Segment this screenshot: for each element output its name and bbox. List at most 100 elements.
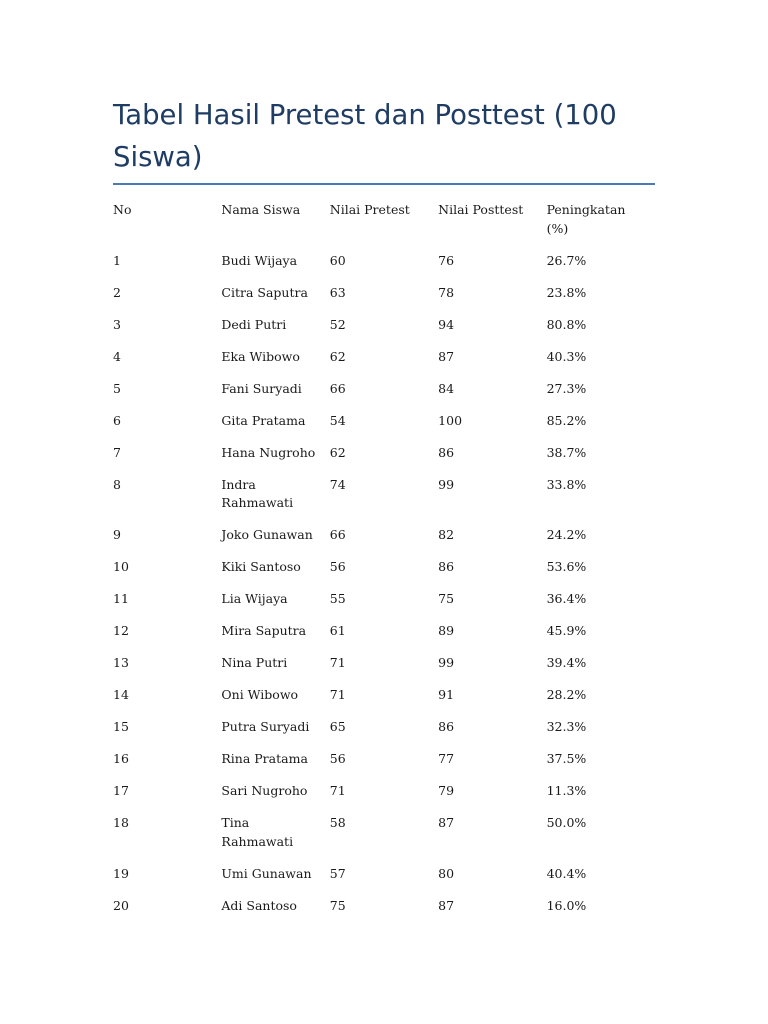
cell-no: 8 [113, 476, 121, 492]
cell-nama-siswa: Rina Pratama [221, 751, 308, 766]
table-row: 18 Tina Rahmawati 58 87 50.0% [113, 814, 655, 865]
cell-nilai-pretest: 71 [329, 687, 346, 702]
cell-nama-siswa: Citra Saputra [221, 284, 308, 300]
cell-peningkatan: 53.6% [546, 559, 587, 574]
cell-nama-siswa: Indra Rahmawati [221, 476, 294, 511]
cell-nilai-pretest: 61 [329, 623, 346, 638]
cell-peningkatan: 45.9% [546, 623, 587, 638]
header-nilai-posttest: Nilai Posttest [438, 202, 524, 217]
cell-nilai-posttest: 76 [438, 252, 455, 268]
cell-peningkatan: 38.7% [546, 444, 587, 460]
cell-nilai-pretest: 71 [329, 655, 346, 670]
cell-nama-siswa: Umi Gunawan [221, 865, 312, 881]
table-row: 19 Umi Gunawan 57 80 40.4% [113, 865, 655, 897]
cell-no: 6 [113, 412, 121, 428]
cell-nilai-posttest: 94 [438, 316, 455, 332]
cell-no: 1 [113, 252, 121, 268]
cell-no: 19 [113, 865, 129, 881]
cell-no: 15 [113, 719, 129, 734]
table-row: 8 Indra Rahmawati 74 99 33.8% [113, 476, 655, 527]
table-row: 6 Gita Pratama 54 100 85.2% [113, 412, 655, 444]
table-row: 7 Hana Nugroho 62 86 38.7% [113, 444, 655, 476]
cell-nilai-pretest: 57 [329, 865, 346, 881]
cell-no: 5 [113, 380, 121, 396]
cell-nilai-posttest: 86 [438, 559, 455, 574]
cell-nama-siswa: Putra Suryadi [221, 719, 310, 734]
cell-no: 20 [113, 897, 129, 913]
cell-peningkatan: 33.8% [546, 476, 587, 492]
cell-nama-siswa: Hana Nugroho [221, 444, 316, 460]
cell-no: 10 [113, 559, 129, 574]
cell-nilai-pretest: 66 [329, 380, 346, 396]
cell-nama-siswa: Eka Wibowo [221, 348, 300, 364]
cell-nilai-posttest: 84 [438, 380, 455, 396]
cell-no: 18 [113, 815, 129, 830]
cell-no: 14 [113, 687, 129, 702]
cell-nilai-pretest: 66 [329, 527, 346, 542]
cell-nama-siswa: Oni Wibowo [221, 687, 299, 702]
header-nilai-pretest: Nilai Pretest [329, 202, 410, 217]
table-row: 15 Putra Suryadi 65 86 32.3% [113, 718, 655, 750]
cell-nilai-pretest: 62 [329, 348, 346, 364]
cell-peningkatan: 85.2% [546, 412, 587, 428]
cell-nama-siswa: Nina Putri [221, 655, 288, 670]
table-row: 20 Adi Santoso 75 87 16.0% [113, 897, 655, 929]
cell-nama-siswa: Fani Suryadi [221, 380, 302, 396]
cell-peningkatan: 27.3% [546, 380, 587, 396]
cell-peningkatan: 26.7% [546, 252, 587, 268]
cell-nilai-posttest: 99 [438, 476, 455, 492]
table-row: 11 Lia Wijaya 55 75 36.4% [113, 590, 655, 622]
cell-peningkatan: 23.8% [546, 284, 587, 300]
cell-nama-siswa: Sari Nugroho [221, 783, 308, 798]
cell-nilai-posttest: 91 [438, 687, 455, 702]
table-row: 3 Dedi Putri 52 94 80.8% [113, 316, 655, 348]
cell-peningkatan: 40.3% [546, 348, 587, 364]
cell-nilai-posttest: 77 [438, 751, 455, 766]
cell-nilai-pretest: 74 [329, 476, 346, 492]
table-row: 12 Mira Saputra 61 89 45.9% [113, 622, 655, 654]
cell-nilai-posttest: 86 [438, 444, 455, 460]
cell-peningkatan: 39.4% [546, 655, 587, 670]
cell-nilai-posttest: 87 [438, 348, 455, 364]
cell-nama-siswa: Gita Pratama [221, 412, 306, 428]
cell-nilai-posttest: 79 [438, 783, 455, 798]
cell-nama-siswa: Joko Gunawan [221, 527, 313, 542]
cell-peningkatan: 37.5% [546, 751, 587, 766]
cell-no: 4 [113, 348, 121, 364]
table-row: 17 Sari Nugroho 71 79 11.3% [113, 782, 655, 814]
cell-nilai-posttest: 89 [438, 623, 455, 638]
cell-nilai-posttest: 75 [438, 591, 455, 606]
cell-nama-siswa: Dedi Putri [221, 316, 287, 332]
cell-nilai-posttest: 87 [438, 815, 455, 830]
cell-peningkatan: 16.0% [546, 897, 587, 913]
cell-nilai-posttest: 86 [438, 719, 455, 734]
table-row: 1 Budi Wijaya 60 76 26.7% [113, 252, 655, 284]
table-row: 2 Citra Saputra 63 78 23.8% [113, 284, 655, 316]
cell-peningkatan: 28.2% [546, 687, 587, 702]
cell-nilai-posttest: 80 [438, 865, 455, 881]
cell-no: 13 [113, 655, 129, 670]
cell-nilai-pretest: 75 [329, 897, 346, 913]
table-row: 5 Fani Suryadi 66 84 27.3% [113, 380, 655, 412]
cell-nilai-pretest: 65 [329, 719, 346, 734]
cell-no: 16 [113, 751, 129, 766]
cell-nilai-posttest: 99 [438, 655, 455, 670]
cell-nama-siswa: Adi Santoso [221, 897, 297, 913]
table-body: 1 Budi Wijaya 60 76 26.7% 2 Citra Saputra 63 78 2… [113, 252, 655, 929]
table-header-row: No Nama Siswa Nilai Pretest Nilai Postte… [113, 201, 655, 252]
table-row: 9 Joko Gunawan 66 82 24.2% [113, 526, 655, 558]
cell-no: 3 [113, 316, 121, 332]
cell-no: 17 [113, 783, 129, 798]
cell-peningkatan: 11.3% [546, 783, 587, 798]
cell-nama-siswa: Mira Saputra [221, 623, 307, 638]
cell-peningkatan: 40.4% [546, 865, 587, 881]
cell-nilai-posttest: 87 [438, 897, 455, 913]
cell-no: 12 [113, 623, 129, 638]
table-row: 10 Kiki Santoso 56 86 53.6% [113, 558, 655, 590]
cell-nilai-pretest: 71 [329, 783, 346, 798]
document-title: Tabel Hasil Pretest dan Posttest (100 Si… [113, 94, 655, 185]
header-peningkatan: Peningkatan (%) [546, 202, 626, 236]
cell-nilai-pretest: 54 [329, 412, 346, 428]
cell-nama-siswa: Lia Wijaya [221, 591, 288, 606]
cell-nilai-pretest: 58 [329, 815, 346, 830]
